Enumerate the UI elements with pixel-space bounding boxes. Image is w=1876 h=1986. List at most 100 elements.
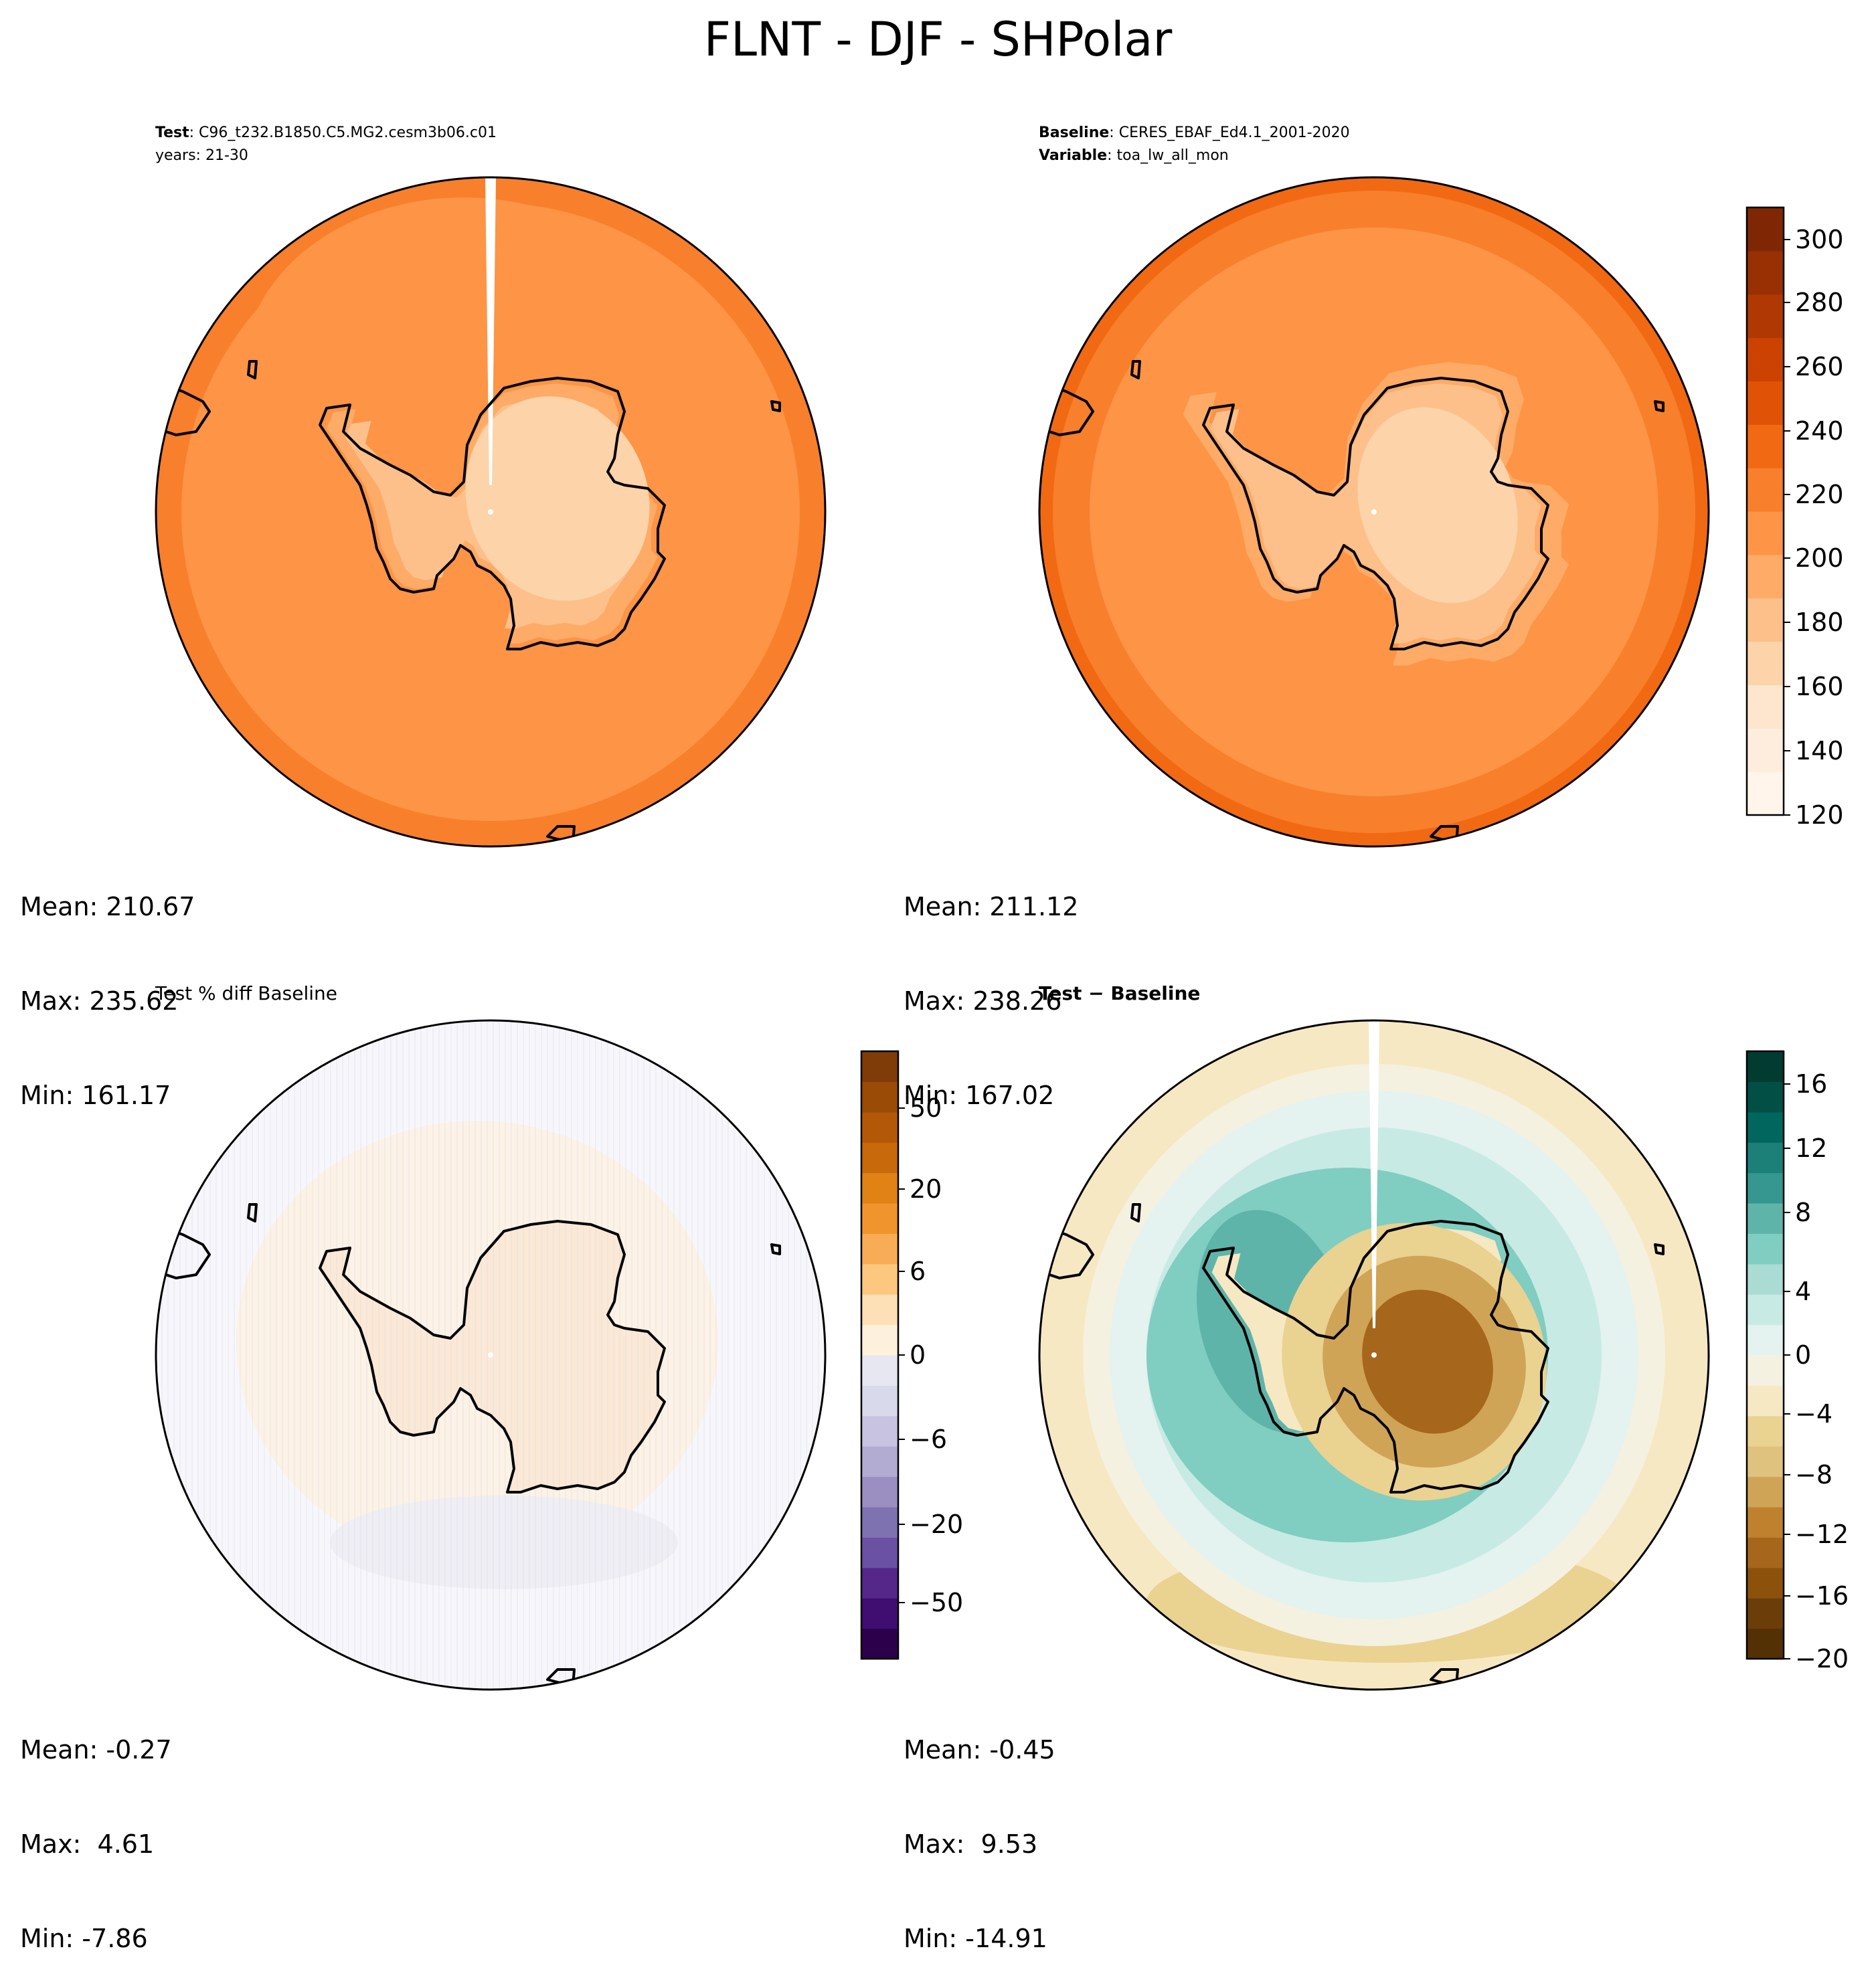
colorbar-segment <box>1747 294 1784 339</box>
colorbar-segment <box>1747 1263 1784 1295</box>
colorbar-segment <box>1747 1051 1784 1082</box>
colorbar-segment <box>861 1203 898 1234</box>
colorbar-segment <box>1747 207 1784 252</box>
colorbar-segment <box>861 1324 898 1356</box>
colorbar-segment <box>1747 1537 1784 1568</box>
diff-mean: Mean: -0.45 <box>904 1735 1055 1765</box>
colorbar-segment <box>1747 554 1784 599</box>
colorbar-segment <box>1747 468 1784 512</box>
pct-diff-min: Min: -7.86 <box>20 1924 148 1953</box>
colorbar-tick-label: 180 <box>1795 608 1844 637</box>
baseline-name: CERES_EBAF_Ed4.1_2001-2020 <box>1118 124 1350 141</box>
test-header: Test: C96_t232.B1850.C5.MG2.cesm3b06.c01… <box>155 124 497 164</box>
diff-map-panel <box>1038 1019 1710 1691</box>
colorbar-segment <box>861 1294 898 1326</box>
colorbar-segment <box>861 1476 898 1508</box>
test-label: Test <box>155 124 189 141</box>
test-min: Min: 161.17 <box>20 1081 171 1110</box>
colorbar-segment <box>861 1142 898 1174</box>
colorbar-segment <box>1747 685 1784 729</box>
map-field <box>1039 177 1709 846</box>
colorbar-tick-label: 20 <box>910 1174 942 1204</box>
colorbar-segment <box>1747 1081 1784 1113</box>
pct-diff-map-panel <box>155 1019 827 1691</box>
colorbar-tick-label: −12 <box>1795 1520 1849 1549</box>
data-gap <box>1369 1020 1379 1328</box>
colorbar-tick-label: 6 <box>910 1257 926 1286</box>
baseline-label: Baseline <box>1039 124 1110 141</box>
colorbar-frame <box>1745 206 1785 816</box>
south-pole-marker <box>1371 1352 1377 1358</box>
colorbar-segment <box>1747 641 1784 686</box>
test-stats: Mean: 210.67 Max: 235.62 Min: 161.17 <box>20 828 195 1143</box>
colorbar-segment <box>1747 1415 1784 1447</box>
contour-band <box>465 396 650 601</box>
test-case-name: C96_t232.B1850.C5.MG2.cesm3b06.c01 <box>199 124 497 141</box>
colorbar-tick-label: 120 <box>1795 800 1844 830</box>
contour-band <box>1362 1289 1493 1434</box>
colorbar-segment <box>1747 337 1784 382</box>
colorbar-segment <box>861 1446 898 1477</box>
colorbar-tick-label: −16 <box>1795 1581 1849 1611</box>
baseline-min: Min: 167.02 <box>904 1081 1055 1110</box>
colorbar-segment <box>861 1111 898 1143</box>
pct-diff-mean: Mean: -0.27 <box>20 1735 172 1765</box>
colorbar-segment <box>861 1081 898 1113</box>
colorbar-segment <box>1747 381 1784 425</box>
colorbar-tick-label: 200 <box>1795 543 1844 573</box>
colorbar-segment <box>1747 772 1784 816</box>
colorbar-segment <box>1747 1385 1784 1417</box>
colorbar-segment <box>861 1355 898 1386</box>
colorbar-segment <box>861 1263 898 1295</box>
map-boundary <box>1038 1019 1710 1691</box>
pct-diff-colorbar: −50 −20 −6 0 6 20 50 <box>860 1050 963 1660</box>
map-field <box>156 1020 825 1690</box>
south-pole-marker <box>488 1352 493 1358</box>
baseline-map-panel <box>1038 176 1710 848</box>
map-boundary <box>1038 176 1710 848</box>
test-years: years: 21-30 <box>155 147 248 164</box>
absolute-colorbar: 120 140 160 180 200 220 240 260 280 300 <box>1745 206 1844 830</box>
colorbar-tick-label: −4 <box>1795 1399 1832 1429</box>
test-mean: Mean: 210.67 <box>20 892 195 921</box>
colorbar-segment <box>1747 1355 1784 1386</box>
colorbar-segment <box>1747 1172 1784 1204</box>
map-field <box>156 177 825 846</box>
map-boundary <box>155 176 827 848</box>
south-pole-marker <box>488 509 493 515</box>
colorbar-tick-label: 12 <box>1795 1134 1827 1163</box>
colorbar-tick-label: 0 <box>910 1340 926 1370</box>
map-field <box>1039 1020 1709 1690</box>
colorbar-segment <box>861 1628 898 1659</box>
baseline-stats: Mean: 211.12 Max: 238.26 Min: 167.02 <box>904 828 1078 1143</box>
colorbar-segment <box>1747 728 1784 772</box>
test-map-panel <box>155 176 827 848</box>
colorbar-segment <box>861 1385 898 1417</box>
colorbar-tick-label: 16 <box>1795 1069 1827 1099</box>
colorbar-segment <box>861 1172 898 1204</box>
colorbar-segment <box>1747 1142 1784 1174</box>
baseline-mean: Mean: 211.12 <box>904 892 1079 921</box>
variable-label: Variable <box>1039 147 1108 164</box>
test-max: Max: 235.62 <box>20 986 179 1016</box>
contour-band <box>330 1496 678 1589</box>
colorbar-segment <box>1747 1233 1784 1265</box>
colorbar-tick-label: 8 <box>1795 1198 1811 1227</box>
colorbar-segment <box>861 1233 898 1265</box>
colorbar-tick-label: −6 <box>910 1425 947 1454</box>
colorbar-segment <box>1747 1598 1784 1629</box>
colorbar-segment <box>1747 1507 1784 1538</box>
colorbar-segment <box>1747 598 1784 642</box>
colorbar-tick-label: 280 <box>1795 288 1844 317</box>
colorbar-segment <box>1747 1294 1784 1326</box>
colorbar-segment <box>1747 1111 1784 1143</box>
colorbar-segment <box>861 1567 898 1599</box>
colorbar-tick-label: −8 <box>1795 1460 1832 1490</box>
colorbar-tick-label: 220 <box>1795 480 1844 509</box>
colorbar-segment <box>1747 1324 1784 1356</box>
colorbar-segment <box>861 1537 898 1568</box>
colorbar-segment <box>1747 424 1784 468</box>
colorbar-segment <box>1747 250 1784 295</box>
colorbar-segment <box>1747 511 1784 555</box>
contour-band <box>1357 407 1518 604</box>
